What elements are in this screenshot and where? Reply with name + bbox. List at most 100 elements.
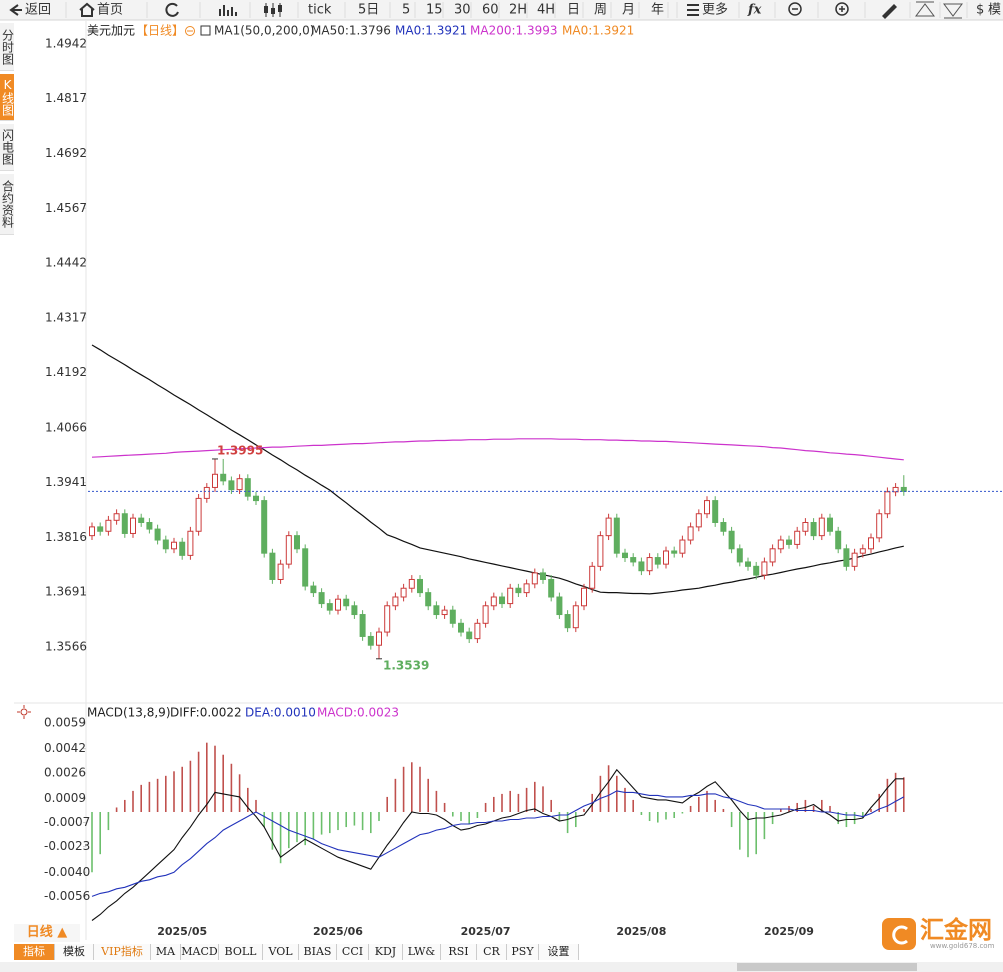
bottom-tab[interactable]: CCI bbox=[337, 944, 369, 960]
toolbar-button[interactable]: fx bbox=[747, 3, 762, 18]
bottom-tab[interactable]: CR bbox=[477, 944, 507, 960]
candle-body bbox=[753, 565, 760, 576]
ma-line bbox=[91, 438, 904, 461]
bottom-tab[interactable]: MACD bbox=[181, 944, 219, 960]
legend-item: MA200:1.3993 bbox=[470, 24, 558, 38]
bottom-tab[interactable]: 设置 bbox=[539, 944, 579, 960]
toolbar-button[interactable]: 返回 bbox=[25, 3, 51, 18]
toolbar-button[interactable]: 模 bbox=[988, 3, 1001, 18]
zoom-in-icon[interactable] bbox=[835, 2, 849, 16]
bottom-tab[interactable]: LW& bbox=[403, 944, 441, 960]
candle-body bbox=[548, 578, 555, 598]
pen-icon[interactable] bbox=[882, 4, 897, 19]
y-tick-label: 1.4192 bbox=[45, 365, 87, 379]
side-tab[interactable]: 闪电图 bbox=[0, 124, 15, 171]
toolbar-button[interactable]: $ bbox=[976, 3, 984, 18]
legend-item: MACD(13,8,9) bbox=[87, 706, 171, 720]
bottom-tab[interactable]: BIAS bbox=[299, 944, 337, 960]
bottom-tab[interactable]: MA bbox=[151, 944, 181, 960]
refresh-icon[interactable] bbox=[165, 2, 179, 17]
candle-body bbox=[523, 583, 530, 594]
macd-settings-icon[interactable] bbox=[20, 708, 28, 716]
candle-body bbox=[376, 631, 382, 646]
candle-body bbox=[687, 526, 694, 541]
candle-body bbox=[310, 585, 317, 594]
bottom-tab[interactable]: VIP指标 bbox=[94, 944, 151, 960]
candle-body bbox=[531, 572, 538, 585]
candle-body bbox=[622, 552, 628, 559]
y-tick-label: 0.0026 bbox=[44, 765, 86, 779]
bottom-tab[interactable]: BOLL bbox=[219, 944, 263, 960]
candle-body bbox=[540, 572, 546, 580]
candle-body bbox=[802, 522, 809, 532]
candle-body bbox=[564, 614, 571, 629]
logo-url: www.gold678.com bbox=[930, 942, 995, 950]
candle-body bbox=[97, 526, 104, 532]
more-icon[interactable] bbox=[687, 4, 699, 16]
toolbar-button[interactable]: 首页 bbox=[97, 3, 123, 18]
ma-settings-icon[interactable] bbox=[200, 25, 211, 36]
side-tab-active[interactable]: K线图 bbox=[0, 74, 15, 121]
period-button[interactable]: 日线 ▲ bbox=[14, 924, 80, 942]
candle-body bbox=[417, 578, 423, 594]
toolbar-button[interactable]: 4H bbox=[537, 3, 555, 18]
toolbar-button[interactable]: 30 bbox=[454, 3, 471, 18]
bottom-tab[interactable]: PSY bbox=[507, 944, 539, 960]
home-icon[interactable] bbox=[79, 2, 95, 17]
toolbar-button[interactable]: 5日 bbox=[358, 3, 379, 18]
triangle-down-icon[interactable] bbox=[943, 3, 963, 19]
scroll-thumb[interactable] bbox=[737, 963, 917, 971]
candle-body bbox=[507, 587, 514, 605]
side-tab[interactable]: 合约资料 bbox=[0, 174, 15, 235]
candle-body bbox=[154, 528, 161, 541]
candle-body bbox=[359, 614, 366, 637]
chart-icon[interactable] bbox=[219, 5, 237, 16]
candle-icon-body bbox=[264, 6, 268, 13]
toolbar-button[interactable]: 日 bbox=[567, 3, 580, 18]
toolbar-button[interactable]: 月 bbox=[622, 3, 635, 18]
toolbar-button[interactable]: 年 bbox=[651, 3, 664, 18]
bottom-tab-active[interactable]: 指标 bbox=[14, 944, 55, 960]
candle-body bbox=[900, 486, 907, 492]
price-pane: 1.4942 1.4817 1.4692 1.4567 1.4442 1.4317 1.41… bbox=[45, 24, 1003, 938]
y-tick-label: 0.0009 bbox=[44, 791, 86, 805]
candle-body bbox=[679, 539, 686, 554]
candle-body bbox=[326, 603, 333, 611]
back-icon[interactable] bbox=[9, 4, 22, 16]
bottom-tab[interactable]: KDJ bbox=[369, 944, 403, 960]
side-tab[interactable]: 分时图 bbox=[0, 23, 15, 71]
toolbar-button[interactable]: 更多 bbox=[702, 2, 728, 18]
bottom-tab[interactable]: VOL bbox=[263, 944, 299, 960]
bottom-tab[interactable]: 模板 bbox=[55, 944, 94, 960]
candle-body bbox=[302, 548, 309, 587]
candle-body bbox=[400, 587, 407, 598]
candle-body bbox=[605, 517, 612, 537]
zoom-out-icon[interactable] bbox=[788, 2, 802, 16]
chart-frame bbox=[14, 21, 1003, 940]
candle-body bbox=[572, 605, 579, 629]
triangle-up-icon[interactable] bbox=[915, 1, 935, 17]
candle-body bbox=[343, 598, 350, 607]
legend-toggle-icon[interactable] bbox=[185, 26, 195, 36]
toolbar-button[interactable]: 2H bbox=[509, 3, 527, 18]
toolbar-button[interactable]: 15 bbox=[426, 3, 443, 18]
candle-body bbox=[318, 592, 325, 605]
candle-body bbox=[294, 535, 300, 550]
toolbar-button[interactable]: 5 bbox=[402, 3, 410, 18]
candle-body bbox=[769, 548, 776, 563]
high-label: 1.3995 bbox=[217, 443, 263, 457]
y-tick-label: -0.0023 bbox=[44, 839, 90, 853]
candle-body bbox=[646, 557, 653, 572]
candle-body bbox=[720, 522, 727, 532]
legend-item: MA0:1.3921 bbox=[395, 24, 467, 38]
bottom-tab[interactable]: RSI bbox=[441, 944, 477, 960]
candle-body bbox=[761, 561, 768, 576]
candle-body bbox=[868, 537, 874, 550]
toolbar-button[interactable]: 60 bbox=[482, 3, 499, 18]
toolbar-button[interactable]: 周 bbox=[594, 3, 607, 18]
candle-body bbox=[827, 517, 833, 532]
toolbar-button[interactable]: tick bbox=[308, 3, 332, 18]
candle-body bbox=[253, 495, 259, 502]
logo: 汇金网 www.gold678.com bbox=[882, 916, 995, 950]
y-tick-label: 1.3691 bbox=[45, 585, 87, 599]
